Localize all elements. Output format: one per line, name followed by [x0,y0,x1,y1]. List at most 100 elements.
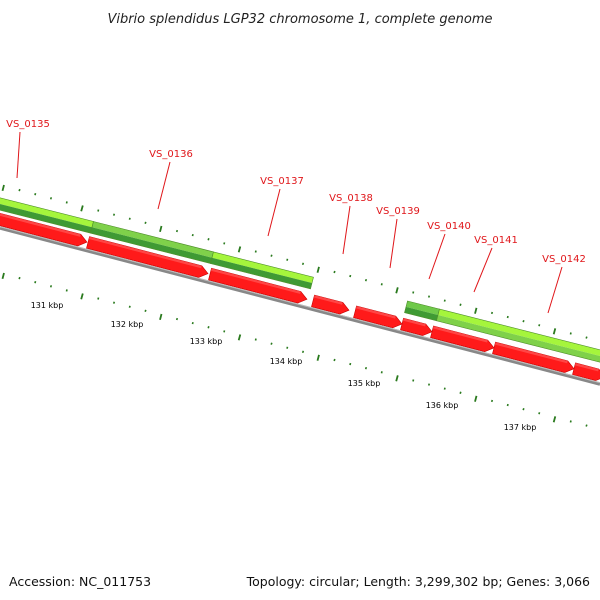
outer-tick-minor-29 [459,303,462,306]
reverse-cds-arrow-8 [492,341,575,373]
outer-tick-major-0 [1,184,5,192]
outer-tick-major-25 [395,287,399,294]
gene-label-vs-0142: VS_0142 [542,254,586,314]
gene-label-vs-0135: VS_0135 [6,119,50,179]
inner-tick-minor-6 [97,297,100,300]
outer-tick-minor-7 [112,213,116,216]
inner-tick-minor-14 [223,330,226,333]
forward-cds-4-upper [406,301,440,315]
inner-tick-minor-7 [112,301,116,304]
inner-tick-minor-37 [585,424,588,427]
inner-tick-minor-3 [49,285,53,288]
outer-tick-minor-23 [364,278,368,282]
reverse-cds-arrow-7 [430,325,495,353]
gene-label-text: VS_0138 [329,193,373,204]
inner-tick-minor-2 [34,281,37,284]
inner-tick-minor-24 [380,371,383,374]
outer-tick-major-30 [474,307,478,314]
outer-tick-minor-14 [223,242,226,245]
kbp-label-2: 132 kbp [111,320,144,329]
gene-leader-line [16,131,21,179]
inner-tick-major-30 [474,395,478,402]
backbone [0,226,600,386]
forward-cds-5-outline [436,308,600,363]
inner-tick-minor-16 [254,338,257,341]
outer-tick-minor-26 [412,291,415,294]
inner-tick-major-25 [395,375,399,382]
outer-tick-minor-9 [144,221,147,225]
gene-label-vs-0141: VS_0141 [473,235,518,293]
outer-tick-minor-31 [490,311,494,315]
forward-cds-5-upper [438,309,600,357]
forward-strand-features [0,197,600,363]
reverse-cds-shine-4 [313,295,343,305]
inner-tick-minor-22 [349,362,352,366]
inner-tick-minor-28 [443,387,446,390]
outer-tick-major-15 [237,246,242,253]
outer-tick-minor-17 [270,254,273,257]
gene-label-vs-0139: VS_0139 [376,206,420,269]
reverse-cds-shine-5 [355,306,396,319]
kbp-label-7: 137 kbp [504,423,537,432]
reverse-cds-shine-8 [494,342,568,364]
inner-tick-minor-21 [333,358,336,362]
inner-tick-minor-18 [286,346,289,349]
reverse-cds-arrow-9 [572,362,600,381]
outer-tick-minor-27 [427,295,431,298]
gene-leader-line [157,161,171,210]
gene-leader-line [473,247,493,293]
reverse-cds-shine-3 [210,268,301,294]
inner-tick-major-15 [237,334,242,341]
outer-tick-major-5 [80,205,84,212]
inner-tick-minor-32 [506,403,509,407]
kbp-label-1: 131 kbp [31,301,64,310]
forward-cds-2-lower [90,227,212,264]
gene-leader-line [428,233,446,280]
accession-text: Accession: NC_011753 [9,574,151,589]
kbp-label-group: 131 kbp 132 kbp 133 kbp 134 kbp 135 kbp 136 k… [31,301,537,432]
forward-cds-3-lower [210,257,312,289]
inner-tick-major-35 [552,416,557,423]
outer-tick-major-20 [316,266,320,273]
inner-tick-minor-29 [459,391,462,394]
outer-tick-minor-28 [443,299,446,302]
inner-tick-minor-26 [412,379,415,382]
inner-tick-minor-31 [490,399,494,403]
outer-tick-minor-36 [569,332,572,335]
forward-cds-5-lower [436,315,600,363]
gene-leader-line [342,205,351,255]
reverse-cds-shine-9 [574,362,599,372]
gene-label-vs-0136: VS_0136 [149,149,193,210]
gene-label-text: VS_0142 [542,254,586,265]
inner-tick-minor-8 [128,305,131,308]
reverse-strand-features [0,212,600,381]
outer-tick-minor-11 [175,229,179,233]
kbp-label-6: 136 kbp [426,401,459,410]
outer-tick-minor-32 [506,315,509,319]
gene-leader-line [547,266,563,314]
kbp-label-5: 135 kbp [348,379,381,388]
kbp-label-3: 133 kbp [190,337,223,346]
reverse-cds-shine-1 [0,213,81,237]
inner-tick-track [1,272,588,427]
gene-label-text: VS_0135 [6,119,50,130]
reverse-cds-arrow-2 [86,236,209,278]
inner-tick-major-0 [1,272,5,280]
outer-tick-minor-34 [538,324,541,327]
inner-tick-minor-17 [270,342,273,345]
outer-tick-minor-13 [207,238,210,241]
gene-leader-line [389,218,398,269]
forward-cds-4-lower [404,306,438,321]
inner-tick-minor-27 [427,383,431,386]
gene-label-text: VS_0136 [149,149,193,160]
reverse-cds-shine-2 [88,236,202,269]
inner-tick-major-10 [159,313,163,321]
forward-cds-1-lower [0,203,92,234]
backbone-highlight [0,226,600,384]
inner-tick-minor-13 [207,326,210,329]
outer-tick-minor-3 [49,197,53,200]
forward-cds-3-upper [212,251,314,283]
outer-tick-minor-12 [191,233,194,237]
